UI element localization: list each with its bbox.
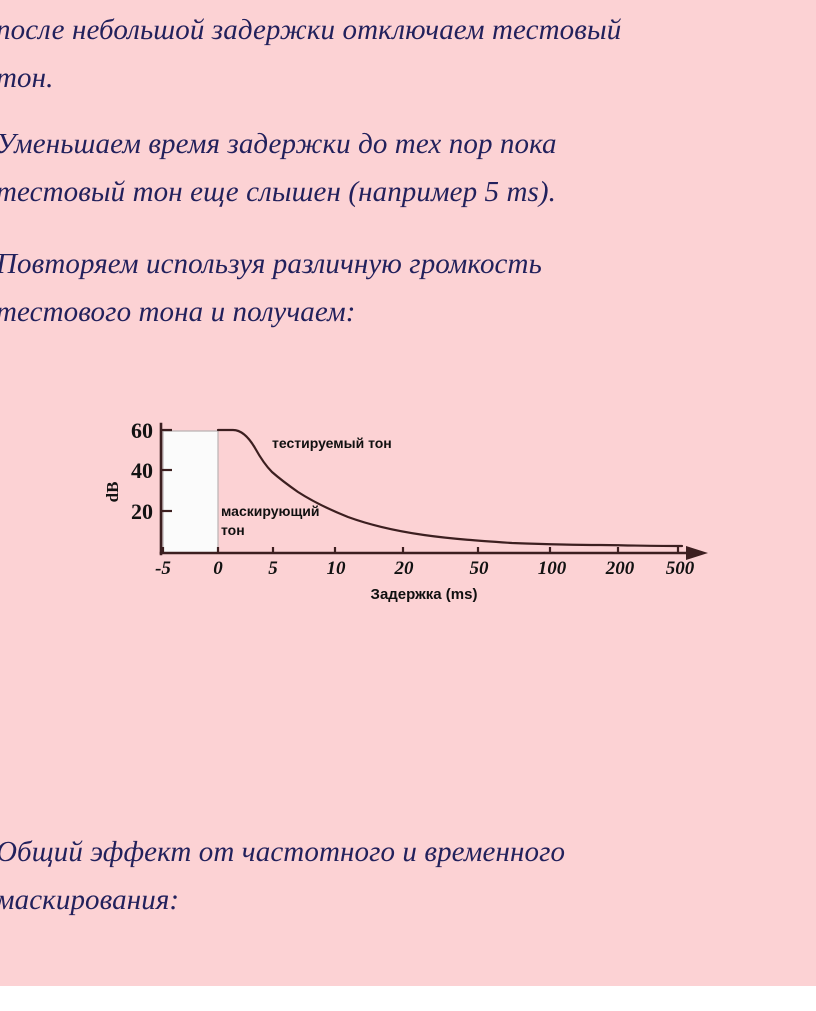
page-bottom-margin <box>0 986 816 1011</box>
paragraph-3: Повторяем используя различную громкость … <box>0 248 542 328</box>
masking-tone-label-line2: тон <box>221 522 245 538</box>
x-tick-label-0: 0 <box>213 558 223 579</box>
x-axis-arrowhead <box>686 546 708 560</box>
x-tick-label-200: 200 <box>605 558 635 579</box>
test-tone-label: тестируемый тон <box>272 435 392 451</box>
y-tick-label-40: 40 <box>131 458 153 483</box>
y-tick-label-20: 20 <box>131 499 153 524</box>
y-tick-label-60: 60 <box>131 418 153 443</box>
masking-tone-box <box>163 431 218 552</box>
y-axis-title: dB <box>103 482 122 503</box>
x-tick-label-500: 500 <box>666 558 695 579</box>
paragraph-4: Общий эффект от частотного и временного … <box>0 836 566 916</box>
masking-tone-box-edge <box>162 430 219 552</box>
x-tick-label-50: 50 <box>470 558 490 579</box>
paragraph-2: Уменьшаем время задержки до тех пор пока… <box>0 128 557 208</box>
x-tick-label-10: 10 <box>327 558 347 579</box>
slide-canvas: после небольшой задержки отключаем тесто… <box>0 0 816 986</box>
test-tone-curve <box>216 428 684 548</box>
temporal-masking-chart: 60 40 20 dB -5 0 5 10 20 50 100 200 500 <box>100 404 720 614</box>
paragraph-1: после небольшой задержки отключаем тесто… <box>0 14 622 94</box>
x-tick-label-20: 20 <box>394 558 415 579</box>
x-tick-label-5: 5 <box>268 558 278 579</box>
x-tick-label--5: -5 <box>155 558 171 579</box>
x-axis-title: Задержка (ms) <box>371 586 478 603</box>
x-tick-label-100: 100 <box>538 558 567 579</box>
masking-tone-label-line1: маскирующий <box>221 503 320 519</box>
